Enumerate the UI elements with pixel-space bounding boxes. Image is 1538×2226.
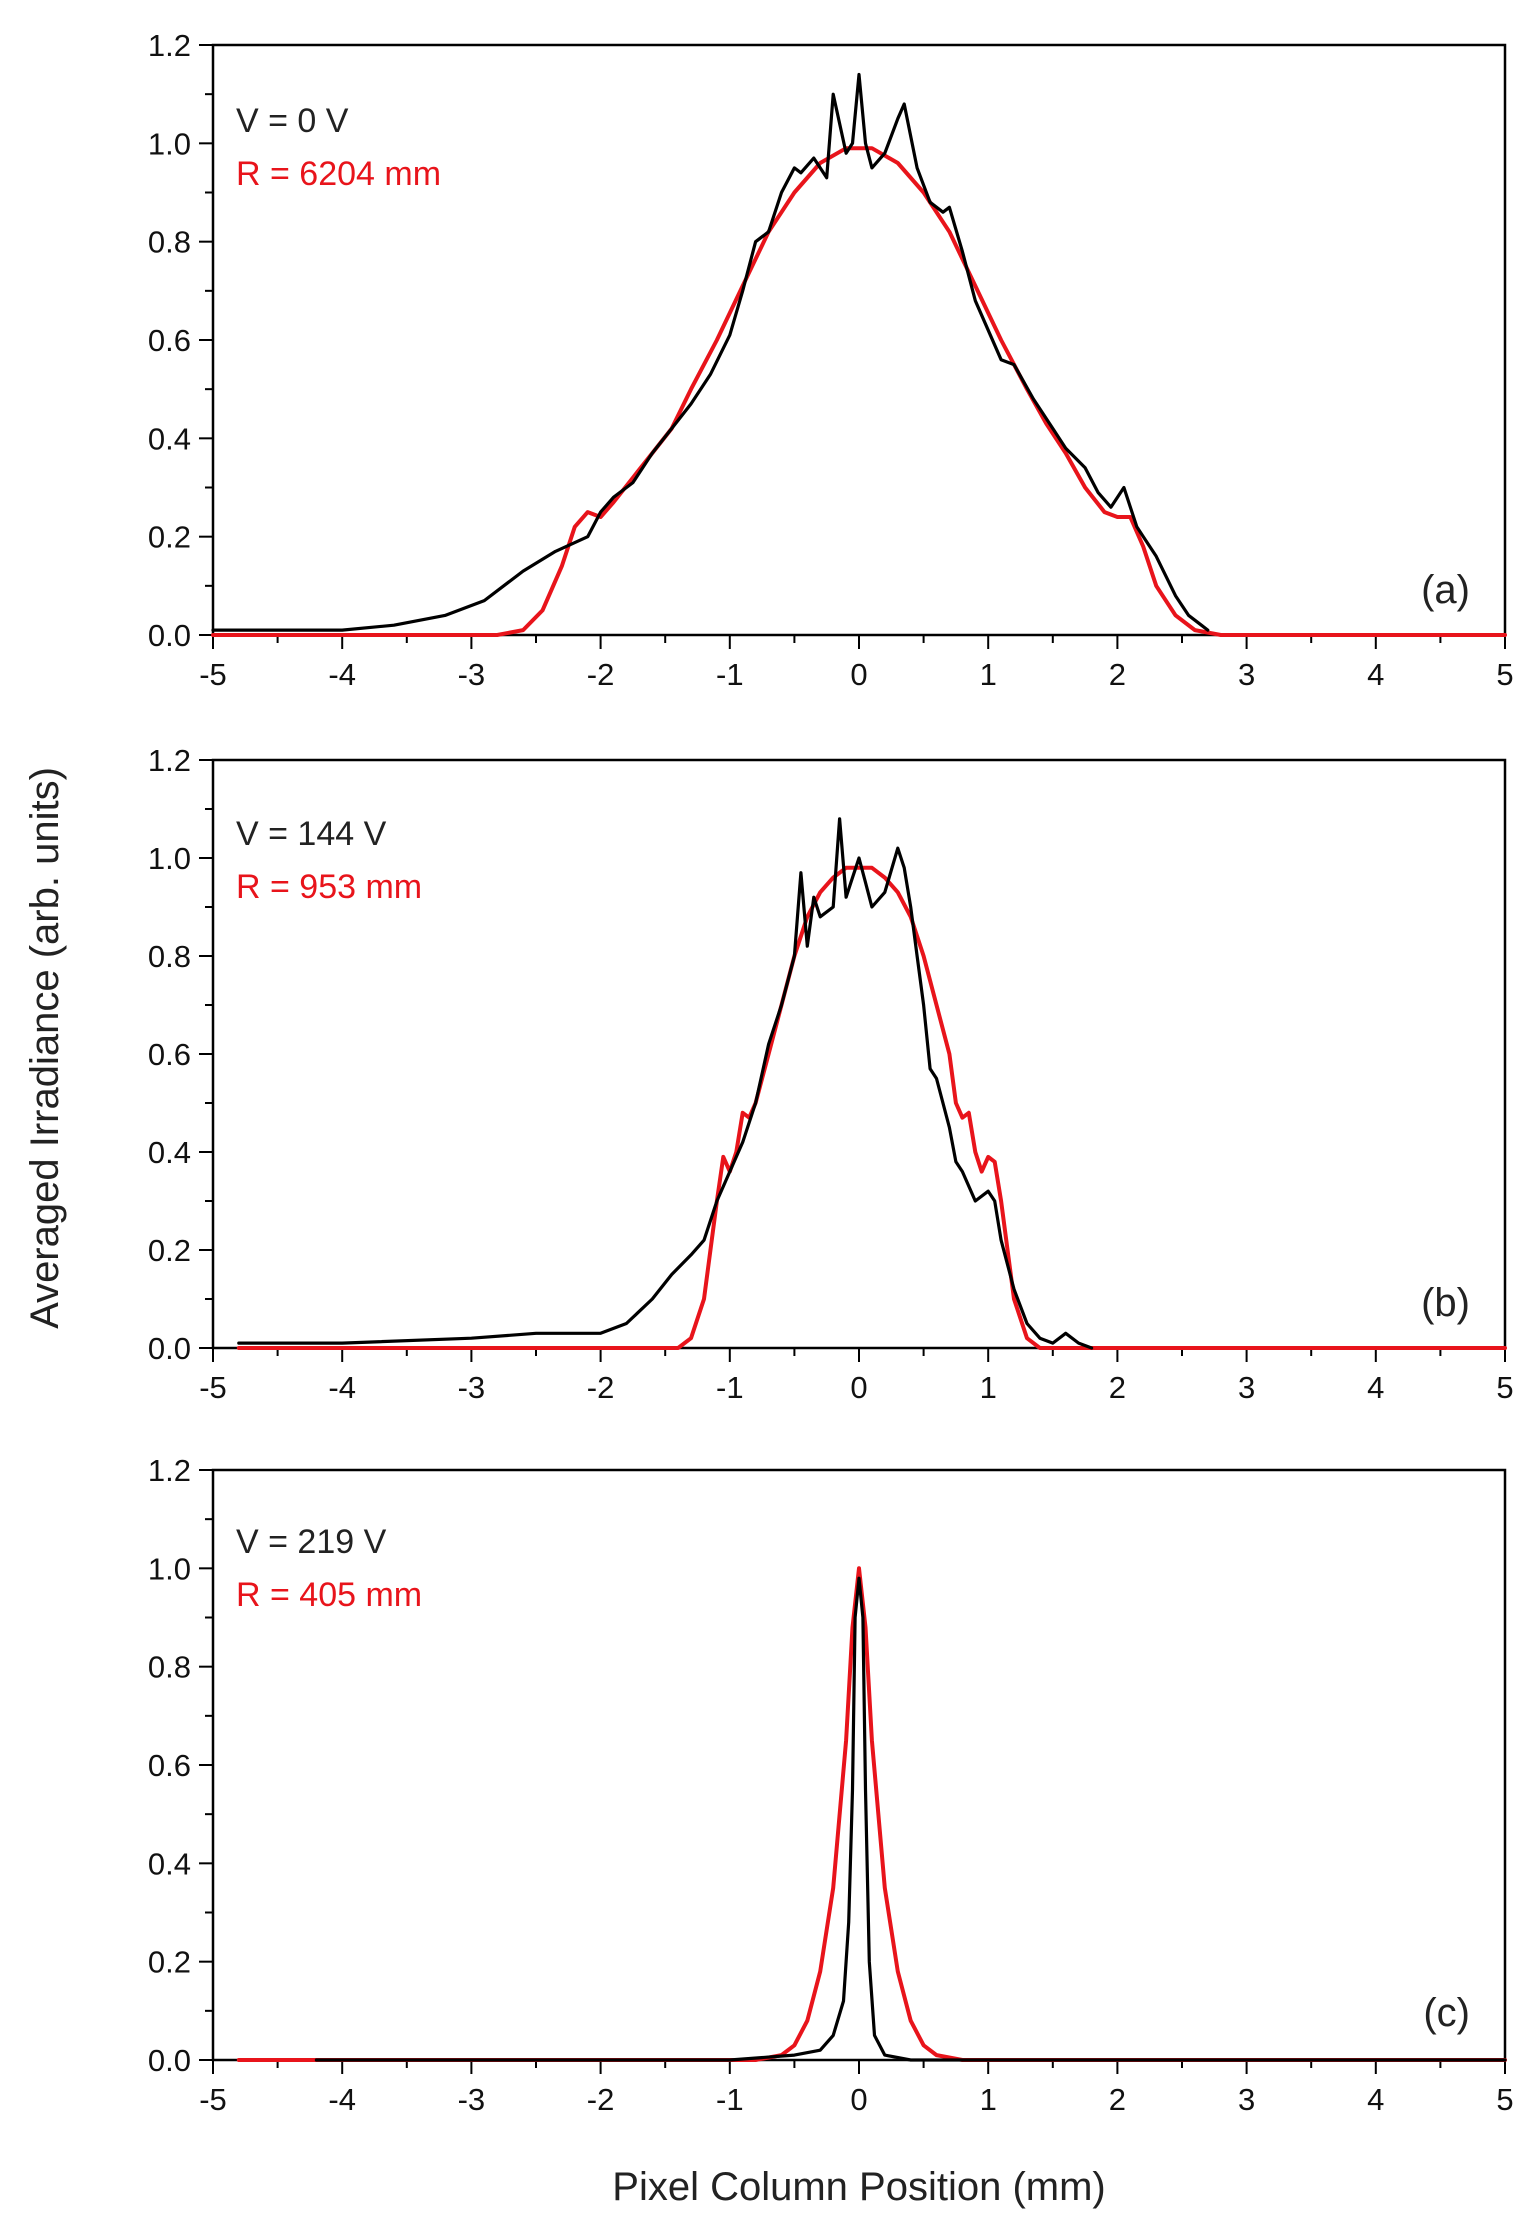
panel-label-c: (c) (1423, 1991, 1470, 2035)
annotation-voltage-b: V = 144 V (236, 815, 387, 853)
ticks-c: -5 -4 -3 -2 -1 0 1 2 3 4 5 0.0 0.2 0.4 0.6 0.8 1.0 1.2 (148, 1453, 1514, 2117)
x-tick-label-b: 2 (1109, 1370, 1126, 1405)
panel-label-a: (a) (1421, 568, 1470, 612)
x-tick-label-b: 0 (850, 1370, 867, 1405)
y-tick-label-b: 0.8 (148, 939, 191, 974)
x-tick-label-b: -3 (458, 1370, 486, 1405)
annotation-radius-a: R = 6204 mm (236, 155, 441, 193)
ticks-b: -5 -4 -3 -2 -1 0 1 2 3 4 5 0.0 0.2 0.4 0.6 0.8 1.0 1.2 (148, 743, 1514, 1405)
panel-b: -5 -4 -3 -2 -1 0 1 2 3 4 5 0.0 0.2 0.4 0.6 0.8 1.0 1.2 V … (148, 743, 1514, 1405)
series-c (236, 1566, 1507, 2062)
x-tick-label-a: -5 (199, 657, 227, 692)
x-tick-label-a: 1 (980, 657, 997, 692)
x-tick-label-c: -5 (199, 2082, 227, 2117)
x-tick-label-c: -1 (716, 2082, 744, 2117)
y-tick-label-c: 0.6 (148, 1748, 191, 1783)
x-tick-label-c: -3 (458, 2082, 486, 2117)
y-tick-label-c: 1.0 (148, 1551, 191, 1586)
series-b (236, 817, 1507, 1350)
y-tick-label-b: 0.2 (148, 1233, 191, 1268)
series-measured-a (211, 72, 1210, 632)
y-tick-label-b: 1.2 (148, 743, 191, 778)
x-tick-label-a: -2 (587, 657, 615, 692)
y-tick-label-b: 0.0 (148, 1331, 191, 1366)
y-tick-label-c: 0.2 (148, 1945, 191, 1980)
x-tick-label-c: 0 (850, 2082, 867, 2117)
x-tick-label-c: 2 (1109, 2082, 1126, 2117)
x-tick-label-c: 4 (1367, 2082, 1384, 2117)
x-tick-label-c: -2 (587, 2082, 615, 2117)
x-tick-label-a: -1 (716, 657, 744, 692)
y-tick-label-b: 1.0 (148, 841, 191, 876)
y-tick-label-a: 1.0 (148, 126, 191, 161)
y-tick-label-a: 0.0 (148, 618, 191, 653)
series-measured-b (237, 817, 1094, 1350)
panel-a: -5 -4 -3 -2 -1 0 1 2 3 4 5 0.0 0.2 0.4 0.6 0.8 1.0 1.2 V … (148, 28, 1514, 692)
ticks-a: -5 -4 -3 -2 -1 0 1 2 3 4 5 0.0 0.2 0.4 0.6 0.8 1.0 1.2 (148, 28, 1514, 692)
x-tick-label-a: 0 (850, 657, 867, 692)
x-tick-label-c: 5 (1496, 2082, 1513, 2117)
y-tick-label-b: 0.4 (148, 1135, 191, 1170)
series-a (211, 72, 1507, 637)
x-tick-label-a: -4 (328, 657, 356, 692)
y-tick-label-a: 0.4 (148, 421, 191, 456)
y-tick-label-c: 1.2 (148, 1453, 191, 1488)
series-model-a (211, 146, 1507, 637)
x-tick-label-b: 3 (1238, 1370, 1255, 1405)
series-model-c (236, 1566, 1507, 2062)
annotation-radius-c: R = 405 mm (236, 1576, 422, 1614)
x-tick-label-a: 3 (1238, 657, 1255, 692)
x-tick-label-b: 5 (1496, 1370, 1513, 1405)
x-tick-label-b: 1 (980, 1370, 997, 1405)
y-tick-label-c: 0.0 (148, 2043, 191, 2078)
y-tick-label-a: 0.6 (148, 323, 191, 358)
annotation-voltage-c: V = 219 V (236, 1523, 387, 1561)
series-measured-c (314, 1576, 1507, 2062)
annotation-radius-b: R = 953 mm (236, 868, 422, 906)
x-tick-label-c: -4 (328, 2082, 356, 2117)
x-tick-label-b: 4 (1367, 1370, 1384, 1405)
panel-label-b: (b) (1421, 1281, 1470, 1325)
y-tick-label-a: 0.8 (148, 225, 191, 260)
y-tick-label-c: 0.8 (148, 1650, 191, 1685)
x-tick-label-c: 3 (1238, 2082, 1255, 2117)
y-tick-label-b: 0.6 (148, 1037, 191, 1072)
x-tick-label-b: -5 (199, 1370, 227, 1405)
x-tick-label-a: 4 (1367, 657, 1384, 692)
y-tick-label-a: 0.2 (148, 520, 191, 555)
x-tick-label-a: 5 (1496, 657, 1513, 692)
y-axis-title: Averaged Irradiance (arb. units) (23, 767, 67, 1329)
x-tick-label-a: -3 (458, 657, 486, 692)
x-axis-title: Pixel Column Position (mm) (612, 2165, 1105, 2209)
x-tick-label-b: -1 (716, 1370, 744, 1405)
x-tick-label-b: -2 (587, 1370, 615, 1405)
x-tick-label-c: 1 (980, 2082, 997, 2117)
panel-c: -5 -4 -3 -2 -1 0 1 2 3 4 5 0.0 0.2 0.4 0.6 0.8 1.0 1.2 V … (148, 1453, 1514, 2117)
y-tick-label-c: 0.4 (148, 1846, 191, 1881)
y-tick-label-a: 1.2 (148, 28, 191, 63)
annotation-voltage-a: V = 0 V (236, 102, 349, 140)
x-tick-label-a: 2 (1109, 657, 1126, 692)
x-tick-label-b: -4 (328, 1370, 356, 1405)
